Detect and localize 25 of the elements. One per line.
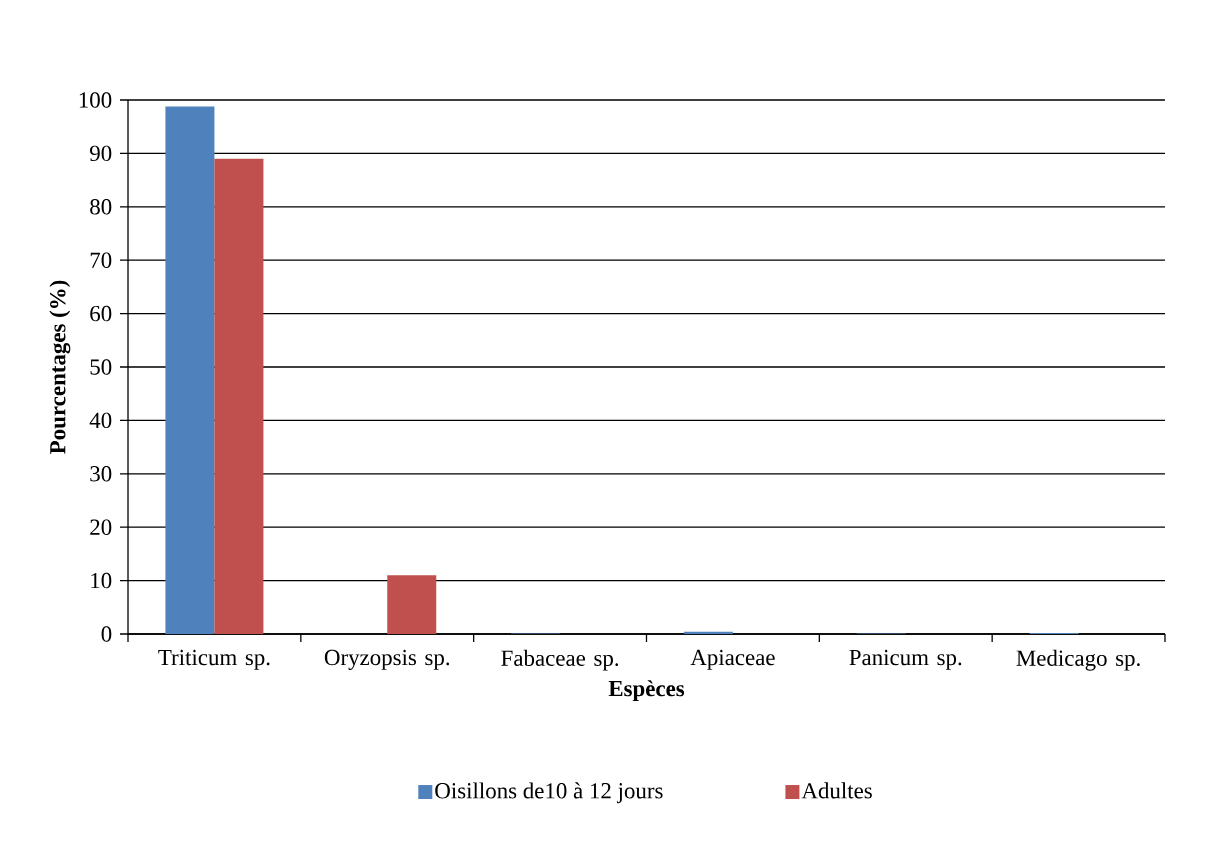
y-tick-label: 70	[90, 252, 112, 268]
bar	[165, 106, 215, 634]
y-tick-label: 60	[90, 305, 112, 322]
bar	[387, 575, 437, 634]
x-tick-label: Panicum sp.	[849, 649, 962, 670]
y-tick-label: 30	[90, 466, 112, 482]
y-tick-label: 90	[89, 145, 112, 162]
y-tick-label: 100	[79, 92, 112, 108]
legend-label: Oisillons de10 à 12 jours	[435, 782, 663, 804]
bar	[683, 631, 733, 634]
y-tick-label: 80	[90, 199, 112, 215]
x-tick-label: Medicago sp.	[1016, 649, 1140, 671]
x-tick-label: Triticum sp.	[158, 649, 270, 670]
y-axis-title: Pourcentages (%)	[49, 280, 71, 454]
x-tick-label: Oryzopsis sp.	[324, 649, 450, 670]
bar	[214, 158, 264, 634]
y-tick-label: 50	[90, 359, 112, 375]
y-tick-label: 10	[91, 572, 112, 589]
y-tick-label: 20	[90, 519, 112, 535]
x-tick-label: Fabaceae sp.	[501, 649, 619, 671]
y-tick-label: 40	[89, 412, 112, 429]
x-axis-title: Espèces	[608, 680, 685, 701]
y-tick-label: 0	[101, 626, 112, 642]
legend-label: Adultes	[801, 782, 872, 799]
x-tick-label: Apiaceae	[690, 649, 775, 670]
